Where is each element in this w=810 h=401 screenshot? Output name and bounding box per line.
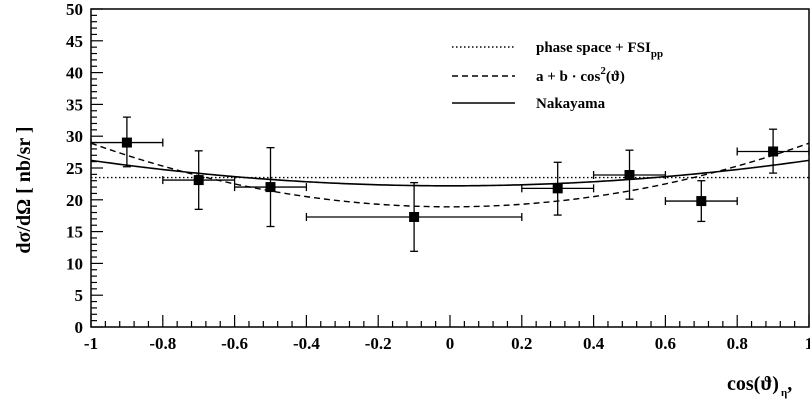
- x-tick-label: 0.4: [583, 334, 605, 353]
- data-point: [521, 161, 595, 216]
- data-marker: [696, 196, 707, 207]
- curve-solid: [91, 159, 809, 187]
- data-marker: [768, 146, 779, 157]
- x-axis-title-main: cos(ϑ): [727, 373, 779, 395]
- data-marker: [624, 169, 635, 180]
- curve-dashed: [91, 142, 809, 208]
- x-tick-label: 1: [805, 334, 810, 353]
- data-marker: [552, 183, 563, 194]
- legend-label-phase-space-sub: pp: [651, 48, 663, 60]
- x-tick-label: 0.8: [727, 334, 748, 353]
- y-tick-label: 5: [75, 286, 84, 305]
- x-axis-title-tail: ,: [787, 373, 792, 395]
- model-curves: [91, 142, 809, 208]
- x-axis-title-sub: η: [781, 387, 787, 399]
- y-tick-label: 30: [66, 127, 83, 146]
- x-tick-label: 0: [446, 334, 455, 353]
- y-tick-label: 25: [66, 159, 83, 178]
- legend-label-cos2-fit-sup: 2: [600, 65, 606, 77]
- tick-labels: -1 -0.8 -0.6 -0.4 -0.2 0 0.2 0.4 0.6 0.8 105101520…: [66, 0, 810, 353]
- x-tick-label: 0.6: [655, 334, 676, 353]
- data-point: [162, 150, 236, 210]
- y-tick-label: 35: [66, 95, 83, 114]
- x-tick-label: -0.6: [221, 334, 248, 353]
- legend-label-cos2-fit-main: a + b · cos: [536, 69, 601, 85]
- x-tick-label: -1: [84, 334, 98, 353]
- y-tick-label: 40: [66, 64, 83, 83]
- axis-ticks: [90, 8, 810, 328]
- y-tick-label: 45: [66, 32, 83, 51]
- data-marker: [193, 175, 204, 186]
- data-marker: [409, 211, 420, 222]
- data-point: [90, 116, 164, 168]
- legend: phase space + FSIpp a + b · cos2(ϑ) Naka…: [452, 40, 663, 112]
- data-points: [90, 116, 810, 252]
- x-tick-label: -0.4: [293, 334, 320, 353]
- legend-label-phase-space: phase space + FSIpp: [536, 40, 663, 60]
- data-marker: [121, 137, 132, 148]
- y-tick-label: 10: [66, 254, 83, 273]
- y-tick-label: 0: [75, 318, 84, 337]
- data-point: [305, 181, 523, 252]
- y-tick-label: 50: [66, 0, 83, 19]
- data-point: [736, 128, 810, 174]
- x-tick-label: 0.2: [511, 334, 532, 353]
- data-point: [592, 149, 667, 200]
- data-marker: [265, 182, 276, 193]
- y-axis-title: dσ/dΩ [ nb/sr ]: [13, 126, 35, 253]
- legend-label-cos2-fit-tail: (ϑ): [606, 69, 625, 85]
- legend-label-phase-space-main: phase space + FSI: [536, 40, 651, 56]
- y-tick-label: 15: [66, 223, 83, 242]
- legend-label-nakayama: Nakayama: [536, 96, 606, 112]
- legend-label-cos2-fit: a + b · cos2(ϑ): [536, 65, 625, 85]
- x-tick-label: -0.8: [149, 334, 176, 353]
- y-tick-label: 20: [66, 191, 83, 210]
- data-point: [233, 146, 308, 228]
- x-axis-title: cos(ϑ) η,: [727, 373, 792, 399]
- x-tick-label: -0.2: [365, 334, 392, 353]
- data-point: [664, 180, 738, 223]
